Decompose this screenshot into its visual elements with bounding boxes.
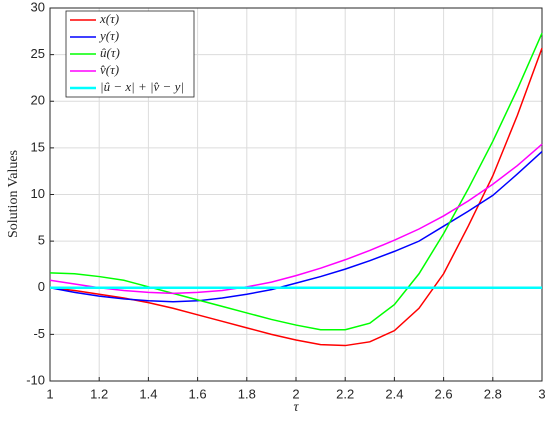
x-tick-label: 2.2: [336, 386, 354, 401]
x-tick-label: 3: [538, 386, 545, 401]
series-line: [49, 151, 543, 303]
x-axis-label: τ: [293, 400, 299, 415]
legend-label: x(τ): [99, 11, 119, 26]
x-tick-label: 2.4: [385, 386, 403, 401]
x-tick-label: 2: [292, 386, 299, 401]
x-tick-label: 1.2: [90, 386, 108, 401]
x-tick-label: 1.6: [189, 386, 207, 401]
y-axis-label: Solution Values: [6, 150, 21, 238]
y-tick-label: -10: [26, 372, 45, 387]
x-tick-label: 1.8: [238, 386, 256, 401]
x-tick-label: 1: [46, 386, 53, 401]
x-tick-label: 2.8: [484, 386, 502, 401]
y-tick-label: 30: [31, 0, 45, 14]
x-tick-label: 2.6: [435, 386, 453, 401]
y-tick-label: 15: [31, 139, 45, 154]
legend-label: |û − x| + |v̂ − y|: [100, 79, 184, 94]
x-tick-label: 1.4: [139, 386, 157, 401]
y-tick-label: 25: [31, 46, 45, 61]
y-tick-label: 5: [38, 233, 45, 248]
y-tick-label: 0: [38, 279, 45, 294]
y-tick-label: -5: [33, 326, 45, 341]
series-line: [49, 143, 543, 295]
axes-box: [49, 7, 543, 382]
legend-label: y(τ): [98, 28, 119, 43]
series-line: [49, 32, 543, 331]
y-tick-label: 10: [31, 186, 45, 201]
legend-label: û(τ): [100, 45, 120, 60]
legend-label: v̂(τ): [100, 62, 119, 77]
y-tick-label: 20: [31, 93, 45, 108]
